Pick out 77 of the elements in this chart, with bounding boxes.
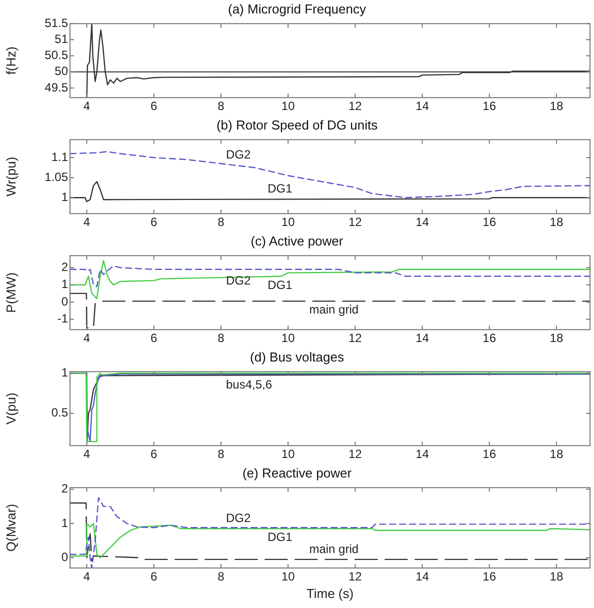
x-tick-label: 10 — [281, 331, 296, 346]
y-tick-label: 2 — [61, 482, 68, 496]
series-label: DG1 — [268, 182, 293, 196]
y-tick-label: 1 — [61, 277, 68, 292]
x-tick-label: 18 — [550, 331, 564, 346]
x-tick-label: 10 — [281, 99, 296, 114]
series-label: DG2 — [226, 148, 251, 162]
x-tick-label: 6 — [150, 570, 158, 584]
series-label: main grid — [309, 542, 359, 556]
y-tick-label: 0 — [61, 294, 68, 308]
x-axis-title: Time (s) — [306, 586, 354, 601]
x-tick-label: 4 — [83, 331, 90, 346]
x-tick-label: 12 — [348, 447, 362, 462]
chart-title: (a) Microgrid Frequency — [228, 1, 366, 16]
y-axis-title: f(Hz) — [3, 46, 18, 75]
y-tick-label: 1.1 — [51, 150, 68, 164]
x-tick-label: 18 — [550, 215, 564, 230]
series-label: DG1 — [268, 278, 293, 292]
x-tick-label: 14 — [416, 570, 430, 584]
x-tick-label: 12 — [348, 331, 362, 346]
x-tick-label: 14 — [416, 99, 430, 114]
y-tick-label: 1.05 — [44, 170, 68, 184]
x-tick-label: 6 — [150, 447, 158, 462]
x-tick-label: 18 — [550, 99, 564, 114]
x-tick-label: 18 — [550, 570, 564, 584]
x-tick-label: 18 — [550, 447, 564, 462]
chart-title: (d) Bus voltages — [250, 349, 344, 364]
y-tick-label: 50 — [54, 64, 68, 78]
x-tick-label: 10 — [281, 447, 296, 462]
y-axis-title: Wr(pu) — [3, 156, 18, 196]
chart-title: (b) Rotor Speed of DG units — [216, 117, 378, 132]
series-label: bus4,5,6 — [226, 378, 272, 392]
x-tick-label: 12 — [348, 215, 362, 230]
x-tick-label: 8 — [218, 331, 225, 346]
y-tick-label: 51.5 — [44, 16, 68, 30]
x-tick-label: 8 — [218, 447, 225, 462]
y-tick-label: 49.5 — [44, 80, 68, 94]
chart-title: (e) Reactive power — [242, 465, 352, 480]
y-tick-label: 0.5 — [51, 406, 68, 420]
x-tick-label: 14 — [416, 331, 430, 346]
x-tick-label: 6 — [150, 99, 158, 114]
y-tick-label: 0 — [61, 550, 68, 564]
y-tick-label: 1 — [61, 366, 68, 380]
y-axis-title: P(MW) — [3, 272, 18, 313]
series-label: DG2 — [226, 510, 251, 525]
x-tick-label: 4 — [83, 215, 90, 230]
y-tick-label: 51 — [54, 32, 68, 46]
series-label: DG2 — [226, 274, 251, 288]
x-tick-label: 16 — [482, 447, 496, 462]
x-tick-label: 4 — [83, 99, 90, 114]
x-tick-label: 4 — [83, 570, 90, 584]
x-tick-label: 16 — [482, 215, 496, 230]
x-tick-label: 4 — [83, 447, 90, 462]
y-tick-label: 2 — [61, 260, 68, 274]
chart-title: (c) Active power — [250, 233, 344, 248]
x-tick-label: 8 — [218, 215, 225, 230]
x-tick-label: 8 — [218, 99, 225, 114]
x-tick-label: 14 — [416, 447, 430, 462]
y-tick-label: 50.5 — [44, 48, 68, 62]
x-tick-label: 8 — [218, 570, 225, 584]
series-label: main grid — [309, 302, 359, 317]
x-tick-label: 10 — [281, 570, 296, 584]
x-tick-label: 14 — [416, 215, 430, 230]
x-tick-label: 10 — [281, 215, 296, 230]
x-tick-label: 6 — [150, 215, 158, 230]
x-tick-label: 12 — [348, 99, 362, 114]
y-tick-label: 1 — [61, 516, 68, 530]
x-tick-label: 16 — [482, 570, 496, 584]
y-axis-title: Q(Mvar) — [3, 504, 18, 552]
y-tick-label: 1 — [61, 190, 68, 204]
x-tick-label: 16 — [482, 331, 496, 346]
x-tick-label: 12 — [348, 570, 362, 584]
y-tick-label: -1 — [57, 312, 68, 326]
y-axis-title: V(pu) — [3, 392, 18, 424]
x-tick-label: 6 — [150, 331, 158, 346]
x-tick-label: 16 — [482, 99, 496, 114]
series-label: DG1 — [268, 530, 293, 544]
